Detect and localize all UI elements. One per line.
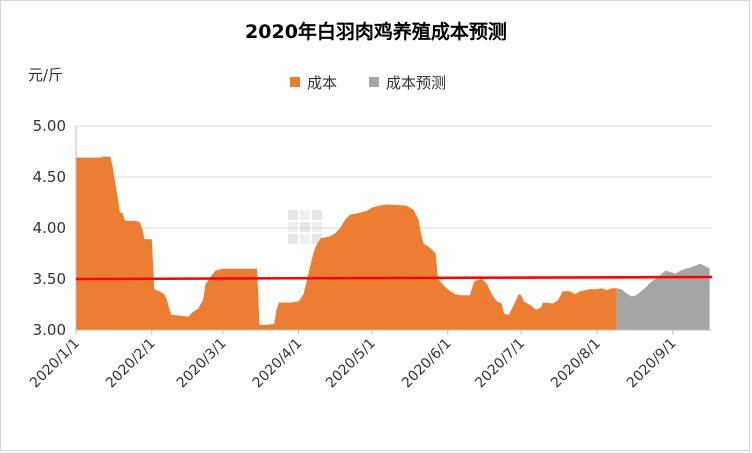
- reference-line-group: [75, 275, 713, 281]
- axes: [75, 126, 712, 331]
- x-tick-label: 2020/3/1: [174, 336, 230, 392]
- series-area-cost: [76, 156, 617, 330]
- y-tick-label: 5.00: [33, 117, 66, 135]
- watermark-logo: [288, 210, 322, 244]
- legend-label-forecast: 成本预测: [386, 74, 446, 92]
- x-tick-label: 2020/9/1: [624, 336, 680, 392]
- x-tick-label: 2020/7/1: [472, 336, 528, 392]
- y-tick-label: 4.00: [33, 219, 66, 237]
- x-tick-label: 2020/8/1: [548, 336, 604, 392]
- x-tick-label: 2020/1/1: [27, 336, 83, 392]
- y-axis-ticks: 3.00 3.50 4.00 4.50 5.00: [33, 117, 66, 339]
- legend-label-cost: 成本: [307, 74, 337, 92]
- y-tick-label: 3.50: [33, 270, 66, 288]
- series-area-forecast: [616, 263, 710, 330]
- y-tick-label: 3.00: [33, 321, 66, 339]
- reference-line: [75, 275, 713, 281]
- legend-swatch-forecast: [369, 77, 379, 87]
- legend-swatch-cost: [290, 77, 300, 87]
- x-tick-label: 2020/5/1: [323, 336, 379, 392]
- y-tick-label: 4.50: [33, 168, 66, 186]
- plot-areas: [76, 156, 710, 330]
- legend: 成本 成本预测: [290, 74, 446, 92]
- chart-title: 2020年白羽肉鸡养殖成本预测: [245, 20, 507, 43]
- y-axis-unit-label: 元/斤: [28, 66, 63, 84]
- x-tick-label: 2020/4/1: [250, 336, 306, 392]
- x-tick-label: 2020/6/1: [399, 336, 455, 392]
- x-axis-ticks: 2020/1/1 2020/2/1 2020/3/1 2020/4/1 2020/5/1…: [27, 330, 680, 391]
- x-tick-label: 2020/2/1: [103, 336, 159, 392]
